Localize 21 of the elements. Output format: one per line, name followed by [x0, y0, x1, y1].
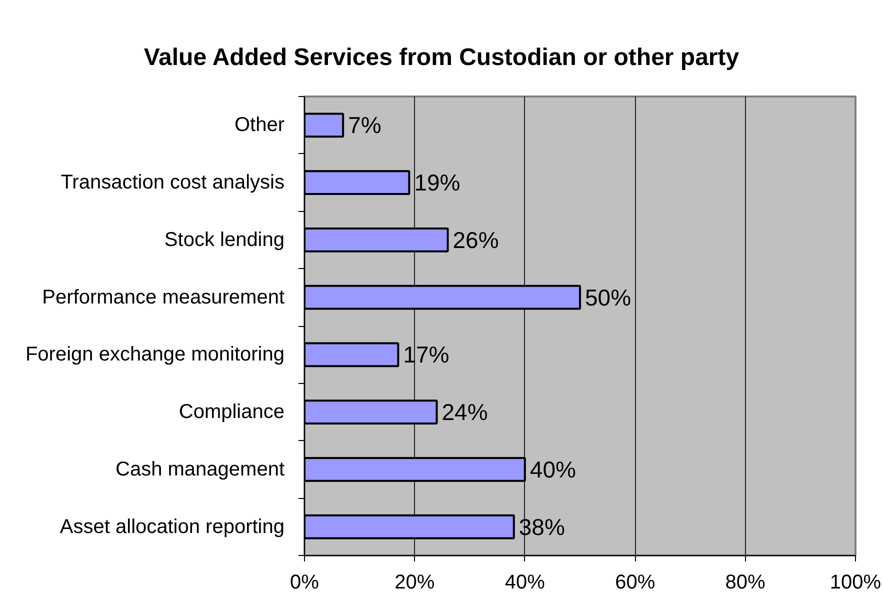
chart-title: Value Added Services from Custodian or other party [144, 44, 740, 72]
x-tick-label: 100% [830, 572, 882, 594]
data-label: 40% [530, 456, 576, 482]
y-tick-label: Other [234, 114, 285, 136]
data-label: 24% [442, 399, 488, 426]
y-tick-label: Cash management [116, 458, 285, 480]
data-label: 50% [585, 284, 632, 310]
x-tick-label: 40% [504, 572, 546, 594]
x-tick-label: 0% [290, 572, 320, 594]
y-tick-label: Stock lending [164, 228, 284, 251]
y-tick-label: Compliance [178, 401, 285, 424]
x-tick-label: 20% [394, 572, 435, 594]
x-tick-label: 60% [615, 572, 656, 594]
y-tick-label: Asset allocation reporting [60, 516, 285, 538]
y-tick-label: Foreign exchange monitoring [25, 344, 285, 366]
data-label: 19% [414, 170, 460, 196]
y-tick-label: Transaction cost analysis [60, 172, 285, 194]
data-label: 26% [452, 226, 499, 253]
x-tick-label: 80% [725, 572, 766, 594]
data-label: 7% [348, 112, 382, 138]
y-tick-label: Performance measurement [42, 286, 285, 308]
